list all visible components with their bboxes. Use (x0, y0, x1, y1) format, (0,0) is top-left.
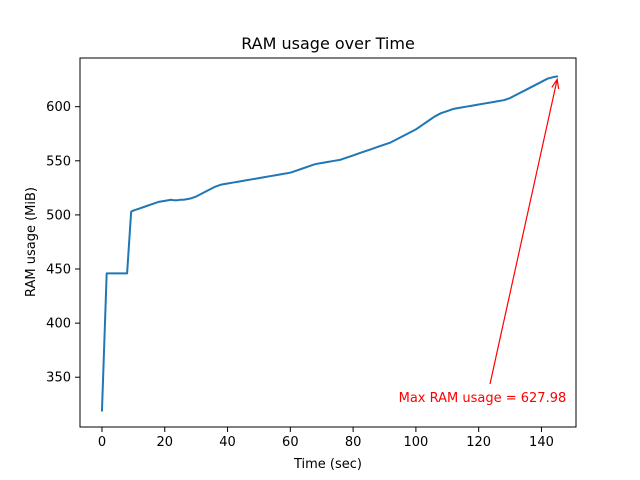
series-line-0 (100, 75, 559, 412)
x-axis-label: Time (sec) (293, 457, 362, 472)
annotation-text: Max RAM usage = 627.98 (399, 391, 567, 406)
y-axis-ticks: 350 400 450 500 550 600 (46, 100, 80, 386)
y-axis-label: RAM usage (MiB) (24, 187, 39, 297)
y-tick-label: 600 (46, 100, 71, 115)
x-tick-label: 20 (156, 435, 173, 450)
x-tick-label: 120 (466, 435, 491, 450)
y-tick-label: 550 (46, 154, 71, 169)
x-tick-label: 100 (403, 435, 428, 450)
chart-title: RAM usage over Time (241, 34, 415, 53)
y-tick-label: 450 (46, 263, 71, 278)
x-tick-label: 60 (282, 435, 299, 450)
x-axis-ticks: 0 20 40 60 80 100 120 140 (98, 427, 554, 450)
plot-area (100, 75, 559, 412)
annotation-arrow-line (489, 79, 558, 385)
x-tick-label: 80 (345, 435, 362, 450)
annotation-arrow-head (551, 77, 560, 90)
plot-frame (79, 57, 577, 428)
y-tick-label: 500 (46, 208, 71, 223)
x-tick-label: 0 (98, 435, 106, 450)
x-tick-label: 140 (529, 435, 554, 450)
x-tick-label: 40 (219, 435, 236, 450)
y-tick-label: 350 (46, 371, 71, 386)
annotation-group: Max RAM usage = 627.98 (399, 77, 567, 406)
y-tick-label: 400 (46, 317, 71, 332)
